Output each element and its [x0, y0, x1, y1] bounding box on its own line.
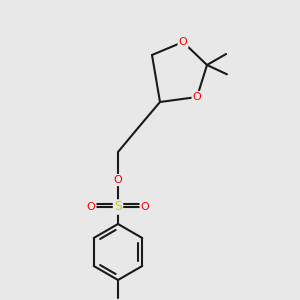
Text: O: O — [178, 37, 188, 47]
Text: O: O — [114, 175, 122, 185]
Text: O: O — [141, 202, 149, 212]
Text: S: S — [114, 200, 122, 214]
Text: O: O — [87, 202, 95, 212]
Text: O: O — [193, 92, 201, 102]
